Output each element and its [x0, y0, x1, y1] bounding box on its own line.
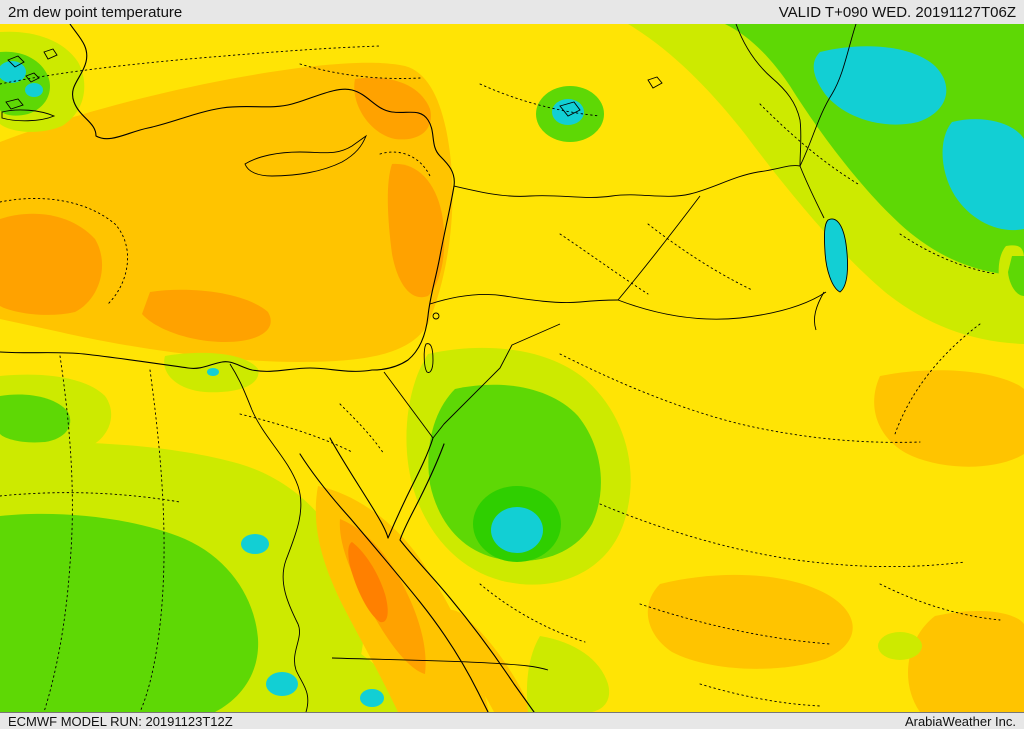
dotted-line: [559, 353, 921, 443]
orange-patch-bottom-right: [908, 610, 1024, 712]
cyan-spot-aegean-2: [25, 83, 43, 97]
aegean-island-1: [7, 55, 25, 68]
border-kuwait: [813, 291, 825, 331]
orange-core-west: [0, 213, 103, 315]
green-region-northeast: [725, 24, 1024, 276]
aegean-island-2: [25, 72, 40, 83]
dotted-line: [894, 323, 981, 435]
border-syria-jordan: [429, 294, 619, 305]
aegean-island-4: [5, 98, 24, 110]
arabia-red-sea-coast: [399, 443, 535, 712]
border-jordan-saudi: [432, 323, 561, 439]
dotted-line: [339, 403, 385, 455]
nile-river: [229, 363, 309, 712]
valid-time-label: VALID T+090 WED. 20191127T06Z: [778, 3, 1016, 21]
dotted-line: [559, 233, 649, 295]
orange-core-levant-coast: [387, 163, 445, 298]
cyan-spot-lake-van: [552, 99, 584, 125]
dotted-line: [879, 583, 1001, 621]
dead-sea: [423, 343, 434, 373]
footer-bar: ECMWF MODEL RUN: 20191123T12Z ArabiaWeat…: [0, 712, 1024, 729]
dotted-line: [0, 492, 181, 503]
border-caucasus: [735, 24, 802, 167]
green-sliver-right-edge: [1008, 256, 1024, 296]
green-patch-east-of-red-sea: [526, 636, 610, 712]
cyan-spot-southwest-3: [360, 689, 384, 707]
border-iran-iraq: [799, 165, 825, 219]
cyan-spot-southwest-2: [266, 672, 298, 696]
dotted-line: [759, 103, 859, 185]
lakes-and-gulfs: [423, 76, 848, 373]
cyprus-island: [244, 134, 367, 177]
dotted-line: [599, 503, 966, 568]
dotted-line: [379, 151, 431, 177]
dotted-line: [139, 369, 165, 712]
cyan-spot-aegean-1: [0, 61, 26, 83]
border-iraq-saudi: [617, 291, 827, 320]
orange-region-red-sea-south: [430, 609, 532, 712]
border-egypt-sudan: [331, 657, 549, 671]
green-finger-bottom-center: [300, 624, 412, 712]
dewpoint-map: [0, 24, 1024, 712]
border-egypt-israel: [383, 371, 434, 439]
cyan-spot-center: [491, 507, 543, 553]
coastlines: [0, 24, 535, 712]
dotted-line: [479, 583, 586, 643]
green-region-southwest: [0, 513, 259, 712]
model-run-label: ECMWF MODEL RUN: 20191123T12Z: [8, 713, 233, 729]
main-coastline: [0, 24, 455, 372]
country-borders: [331, 24, 857, 671]
orange-core-cilicia: [354, 77, 431, 140]
map-area: [0, 24, 1024, 712]
cyan-patch-northeast-2: [942, 119, 1024, 231]
sea-of-galilee: [432, 312, 440, 320]
border-syria-iraq: [617, 195, 701, 301]
orange-deep-red-sea: [348, 542, 388, 623]
persian-gulf: [824, 218, 848, 293]
lake-urmia-outline: [647, 76, 663, 89]
orange-core-south-med: [142, 289, 271, 342]
orange-patch-south-saudi: [647, 574, 853, 669]
aegean-island-3: [43, 48, 58, 60]
dotted-line: [479, 83, 601, 117]
cyan-spot-southwest-1: [241, 534, 269, 554]
cyan-spot-delta: [207, 368, 219, 376]
sinai-east-coast: [387, 437, 434, 539]
crete-island: [1, 109, 56, 122]
border-turkey-iran-north: [799, 24, 857, 167]
dotted-contours: [0, 45, 1001, 712]
branding-label: ArabiaWeather Inc.: [904, 713, 1016, 729]
sinai-west-coast: [329, 437, 389, 539]
dotted-line: [0, 198, 128, 305]
dotted-line: [0, 45, 381, 85]
egypt-red-sea-coast: [299, 453, 489, 712]
dotted-line: [639, 603, 831, 645]
dotted-line: [899, 233, 997, 275]
green-patch-in-south-orange: [878, 632, 922, 660]
field-layer: [0, 24, 1024, 712]
cyan-patch-northeast-1: [813, 46, 947, 125]
dotted-line: [239, 413, 353, 453]
title-bar: 2m dew point temperature VALID T+090 WED…: [0, 0, 1024, 24]
border-turkey-south: [453, 165, 801, 198]
green-patch-west-egypt: [0, 394, 71, 443]
map-title: 2m dew point temperature: [8, 3, 183, 21]
lake-van-outline: [559, 101, 581, 117]
